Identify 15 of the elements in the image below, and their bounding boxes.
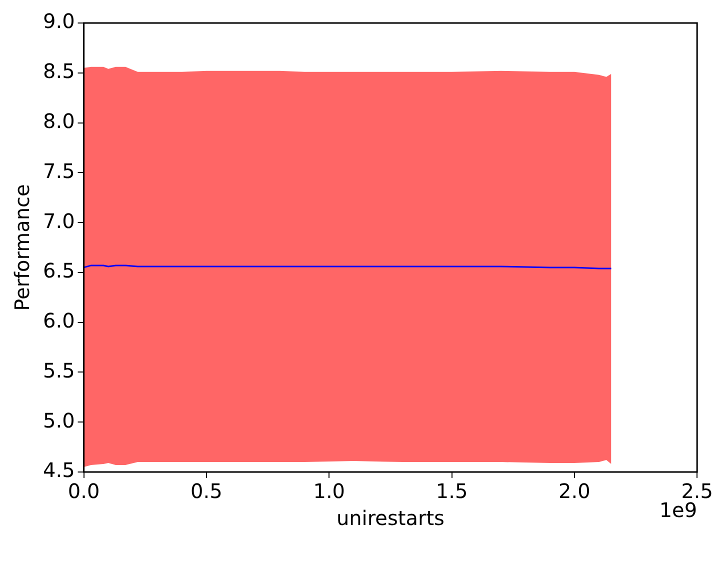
- y-tick-label: 7.0: [42, 208, 75, 233]
- x-tick-label: 1.5: [436, 479, 468, 504]
- x-tick-label: 1.0: [313, 479, 346, 504]
- x-tick-label: 2.0: [558, 479, 590, 504]
- y-tick-label: 7.5: [42, 158, 75, 183]
- y-tick-label: 6.0: [42, 308, 75, 333]
- x-tick-label: 0.5: [190, 479, 222, 504]
- y-tick-label: 9.0: [42, 9, 75, 34]
- y-axis-title: Performance: [10, 184, 34, 311]
- y-tick-label: 5.5: [42, 358, 75, 382]
- x-axis-title: unirestarts: [336, 506, 444, 530]
- y-tick-label: 5.0: [42, 408, 75, 432]
- y-tick-label: 8.0: [42, 108, 75, 133]
- y-tick-label: 6.5: [42, 258, 75, 283]
- y-tick-label: 8.5: [42, 59, 75, 84]
